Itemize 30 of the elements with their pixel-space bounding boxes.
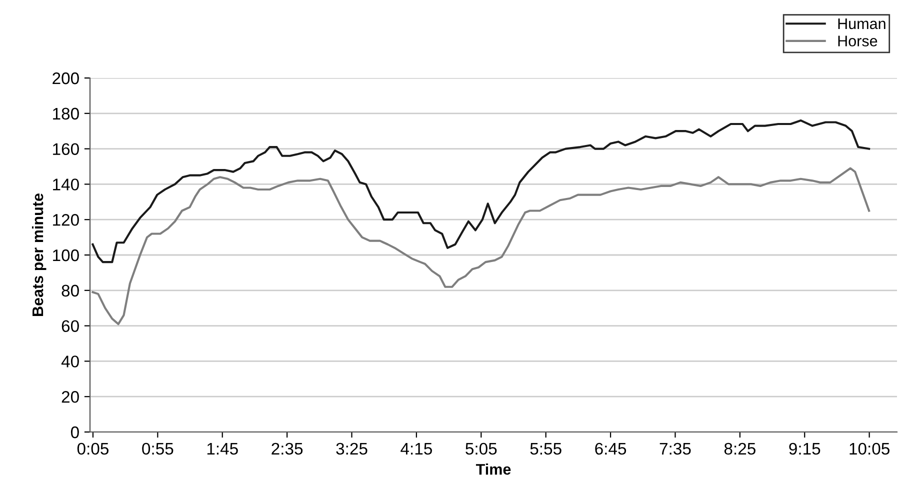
y-tick-label: 180 <box>53 108 79 120</box>
line-series <box>92 167 870 326</box>
y-tick-label: 40 <box>61 356 79 368</box>
y-tick-label: 100 <box>53 249 79 262</box>
y-tick-label: 80 <box>62 284 79 297</box>
legend-label: Horse <box>838 36 878 46</box>
y-tick-label: 60 <box>62 320 79 332</box>
x-tick-label: 10:05 <box>850 442 890 455</box>
y-tick-label: 200 <box>52 72 79 84</box>
x-tick-label: 3:25 <box>336 442 368 455</box>
x-tick-label: 1:45 <box>207 443 238 455</box>
x-tick-label: 9:15 <box>789 442 820 455</box>
y-tick-label: 120 <box>53 214 79 226</box>
y-tick-label: 140 <box>53 178 79 190</box>
legend-label: Human <box>838 18 886 30</box>
x-tick-label: 5:05 <box>466 442 497 455</box>
x-tick-label: 4:15 <box>400 443 432 455</box>
x-tick-label: 6:45 <box>595 442 626 455</box>
line-series <box>92 119 870 264</box>
x-tick-label: 5:55 <box>530 443 562 455</box>
x-tick-label: 0:55 <box>142 442 174 455</box>
y-axis-title: Beats per minute <box>32 194 46 316</box>
y-tick-label: 0 <box>70 426 79 438</box>
y-tick-label: 20 <box>62 391 79 403</box>
x-tick-label: 0:05 <box>77 442 108 455</box>
x-tick-label: 2:35 <box>272 442 303 455</box>
x-tick-label: 7:35 <box>660 442 691 455</box>
x-axis-title: Time <box>476 464 511 475</box>
x-tick-label: 8:25 <box>724 442 756 455</box>
y-tick-label: 160 <box>53 143 79 156</box>
